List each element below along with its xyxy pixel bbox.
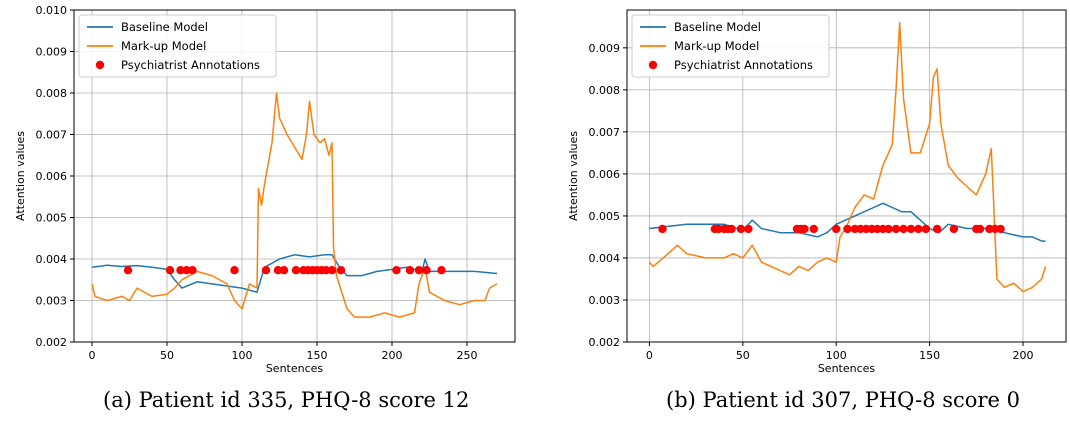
chart-b-annotation-point	[658, 224, 667, 234]
chart-b-xlabel: Sentences	[818, 362, 876, 375]
chart-a-annotation-point	[182, 266, 191, 275]
chart-a-legend-box	[78, 14, 277, 78]
chart-a-annotation-point	[405, 266, 415, 275]
chart-b-ytick-label: 0.006	[589, 168, 621, 181]
chart-b-annotation-point	[914, 224, 923, 234]
chart-b-ytick-label: 0.008	[589, 84, 621, 97]
chart-b-grid	[627, 10, 1066, 343]
chart-b-legend-label: Baseline Model	[674, 20, 761, 34]
chart-a-annotation-point	[392, 266, 401, 275]
chart-b-ytick-label: 0.005	[589, 210, 621, 223]
chart-a-legend-label: Psychiatrist Annotations	[121, 58, 260, 72]
chart-a-annotation-point	[188, 266, 197, 275]
chart-b-series-annotations	[658, 224, 1005, 234]
chart-b-annotation-point	[932, 224, 942, 234]
chart-a-series-annotations	[123, 266, 446, 275]
chart-b-ytick-label: 0.002	[589, 336, 621, 349]
chart-b-annotation-point	[884, 224, 893, 234]
chart-b-annotation-point	[996, 224, 1005, 234]
chart-b: 0 50 100 150 200 0.002 0.003 0.004 0.005 0.006 0.0…	[567, 9, 1067, 375]
chart-a-annotation-point	[321, 266, 331, 275]
caption-b: (b) Patient id 307, PHQ-8 score 0	[666, 388, 1020, 412]
chart-a-grid	[74, 9, 515, 343]
chart-a-ytick-label: 0.007	[36, 129, 68, 142]
chart-b-annotation-point	[843, 224, 852, 234]
chart-b-legend: Baseline Model Mark-up Model Psychiatrist …	[631, 14, 830, 78]
chart-b-annotation-point	[949, 224, 959, 234]
chart-b-annotation-point	[832, 224, 841, 234]
chart-a-annotation-point	[165, 266, 175, 275]
chart-b-ytick-label: 0.004	[589, 252, 621, 265]
chart-a-ytick-label: 0.004	[36, 253, 68, 266]
chart-b-ytick-label: 0.009	[589, 42, 621, 55]
chart-b-annotation-point	[891, 224, 901, 234]
chart-b-series-baseline	[649, 202, 1046, 242]
chart-a-ytick-label: 0.002	[36, 336, 68, 349]
chart-a-legend-swatch-annotations	[95, 60, 105, 70]
chart-a-annotation-point	[327, 266, 337, 275]
chart-b-annotation-point	[736, 224, 746, 234]
chart-a-annotation-point	[422, 266, 431, 275]
chart-b-xtick-label: 150	[919, 349, 940, 362]
chart-a-xtick-label: 200	[382, 349, 403, 362]
chart-a-ytick-label: 0.005	[36, 212, 68, 225]
chart-a-ytick-label: 0.006	[36, 170, 68, 183]
chart-b-ytick-label: 0.003	[589, 294, 621, 307]
chart-a-xtick-label: 0	[89, 349, 96, 362]
chart-a: 0 50 100 150 200 250 0.002 0.003 0.004 0.005 0.006…	[14, 4, 516, 375]
chart-b-annotation-point	[899, 224, 908, 234]
chart-b-ylabel: Attention values	[567, 131, 580, 221]
chart-a-ytick-label: 0.009	[36, 46, 68, 59]
chart-b-legend-box	[631, 14, 830, 78]
chart-a-annotation-point	[261, 266, 271, 275]
chart-a-annotation-point	[437, 266, 446, 275]
chart-a-xlabel: Sentences	[266, 362, 324, 375]
chart-a-xtick-label: 150	[307, 349, 328, 362]
chart-a-ylabel: Attention values	[14, 131, 27, 221]
chart-b-ytick-label: 0.007	[589, 126, 621, 139]
chart-a-annotation-point	[279, 266, 289, 275]
chart-a-ytick-label: 0.008	[36, 87, 68, 100]
chart-a-legend: Baseline Model Mark-up Model Psychiatrist …	[78, 14, 277, 78]
chart-a-annotation-point	[414, 266, 424, 275]
caption-a: (a) Patient id 335, PHQ-8 score 12	[103, 388, 470, 412]
chart-a-ytick-label: 0.003	[36, 295, 68, 308]
chart-a-annotation-point	[336, 266, 346, 275]
chart-b-annotation-point	[921, 224, 931, 234]
chart-b-legend-label: Psychiatrist Annotations	[674, 58, 813, 72]
chart-b-legend-label: Mark-up Model	[674, 39, 759, 53]
chart-b-annotation-point	[800, 224, 809, 234]
chart-b-xtick-label: 0	[646, 349, 653, 362]
chart-b-legend-swatch-annotations	[648, 60, 658, 70]
chart-a-annotation-point	[273, 266, 283, 275]
chart-b-annotation-point	[809, 224, 819, 234]
chart-b-xtick-label: 100	[826, 349, 847, 362]
chart-a-xtick-label: 50	[160, 349, 174, 362]
chart-b-xtick-label: 50	[736, 349, 750, 362]
chart-b-series-markup	[648, 21, 1047, 293]
chart-a-legend-label: Baseline Model	[121, 20, 208, 34]
chart-a-xtick-label: 250	[457, 349, 478, 362]
chart-a-annotation-point	[291, 266, 301, 275]
chart-b-xtick-label: 200	[1013, 349, 1034, 362]
chart-b-annotation-point	[975, 224, 985, 234]
chart-a-annotation-point	[176, 266, 185, 275]
chart-a-xtick-label: 100	[232, 349, 253, 362]
chart-a-ytick-label: 0.010	[36, 4, 68, 17]
chart-b-annotation-point	[727, 224, 736, 234]
chart-b-annotation-point	[906, 224, 916, 234]
chart-b-annotation-point	[744, 224, 753, 234]
chart-a-series-markup	[91, 92, 498, 318]
chart-a-legend-label: Mark-up Model	[121, 39, 206, 53]
chart-a-annotation-point	[230, 266, 239, 275]
chart-b-plot-frame	[626, 9, 1067, 343]
chart-a-annotation-point	[123, 266, 133, 275]
